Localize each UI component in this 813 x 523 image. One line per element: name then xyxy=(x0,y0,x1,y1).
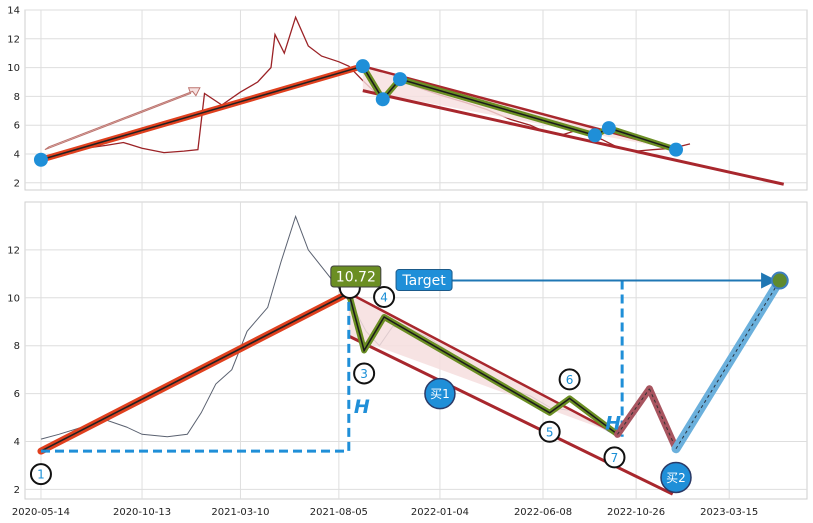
buy-marker-1-circle xyxy=(424,377,456,410)
x-tick-label: 2021-08-05 xyxy=(310,507,368,518)
bottom-panel-ytick-label: 2 xyxy=(14,485,20,496)
bottom-pole-core xyxy=(40,292,350,452)
top-panel-ytick-label: 6 xyxy=(14,121,20,132)
target-label-text: Target xyxy=(401,273,446,289)
x-tick-label: 2022-10-26 xyxy=(607,507,665,518)
buy-marker-2-circle xyxy=(660,461,692,494)
top-pivot-dot xyxy=(669,142,684,157)
top-lower-trendline xyxy=(362,89,785,186)
bottom-upper-trendline xyxy=(348,291,619,436)
bottom-panel-ytick-label: 10 xyxy=(7,293,20,304)
pivot-5-circle xyxy=(538,420,561,443)
price-label-box xyxy=(330,265,382,288)
top-plot-area xyxy=(33,15,785,186)
bottom-panel-ytick-label: 6 xyxy=(14,389,20,400)
bottom-panel-ytick-label: 12 xyxy=(7,245,20,256)
height-label-pole: H xyxy=(354,396,370,418)
pivot-1-circle xyxy=(29,463,52,486)
x-tick-label: 2020-10-13 xyxy=(113,507,171,518)
top-pivot-dot xyxy=(393,72,408,87)
top-panel-ytick-label: 2 xyxy=(14,178,20,189)
x-tick-label: 2022-06-08 xyxy=(514,507,572,518)
x-tick-label: 2020-05-14 xyxy=(12,507,70,518)
x-tick-label: 2021-03-10 xyxy=(211,507,269,518)
top-pivot-dot xyxy=(601,121,616,136)
top-panel-ytick-label: 14 xyxy=(7,6,20,17)
bottom-zigzag-core xyxy=(348,292,618,435)
bottom-panel-ytick-label: 8 xyxy=(14,341,20,352)
forecast-rally-core xyxy=(675,280,781,449)
top-pivot-dot xyxy=(355,59,370,74)
buy-marker-1-label: 买1 xyxy=(430,387,450,401)
pivot-7-circle xyxy=(603,446,626,469)
bottom-panel-ytick-label: 4 xyxy=(14,437,20,448)
top-panel-ytick-label: 12 xyxy=(7,34,20,45)
pivot-6-circle xyxy=(558,368,581,391)
x-tick-label: 2023-03-15 xyxy=(700,507,758,518)
bottom-plot-area xyxy=(37,214,789,496)
top-pivot-dot xyxy=(587,128,602,143)
top-panel-ytick-label: 4 xyxy=(14,150,20,161)
top-panel-ytick-label: 8 xyxy=(14,92,20,103)
forecast-down-core xyxy=(648,388,677,449)
pivot-4-circle xyxy=(373,285,396,308)
top-pole-core xyxy=(40,65,364,161)
pivot-4-label: 4 xyxy=(380,290,388,304)
buy-marker-2-label: 买2 xyxy=(666,471,686,485)
height-label-projection: H xyxy=(605,413,621,435)
target-endpoint-dot xyxy=(770,271,789,290)
forecast-up-leg xyxy=(613,385,653,438)
pivot-6-label: 6 xyxy=(566,373,574,387)
pivot-5-label: 5 xyxy=(546,425,554,439)
pivot-7-label: 7 xyxy=(611,451,619,465)
target-label-box xyxy=(395,269,453,292)
top-hollow-arrow xyxy=(44,87,201,151)
top-pivot-dot xyxy=(33,152,48,167)
price-label-text: 10.72 xyxy=(336,270,376,286)
pivot-3-label: 3 xyxy=(360,367,368,381)
pivot-3-circle xyxy=(353,362,376,385)
x-tick-label: 2022-01-04 xyxy=(411,507,469,518)
top-panel-ytick-label: 10 xyxy=(7,63,20,74)
top-pivot-dot xyxy=(375,92,390,107)
height-dashed-line xyxy=(41,293,351,453)
pivot-1-label: 1 xyxy=(37,468,45,482)
bottom-lower-trendline xyxy=(348,334,674,496)
